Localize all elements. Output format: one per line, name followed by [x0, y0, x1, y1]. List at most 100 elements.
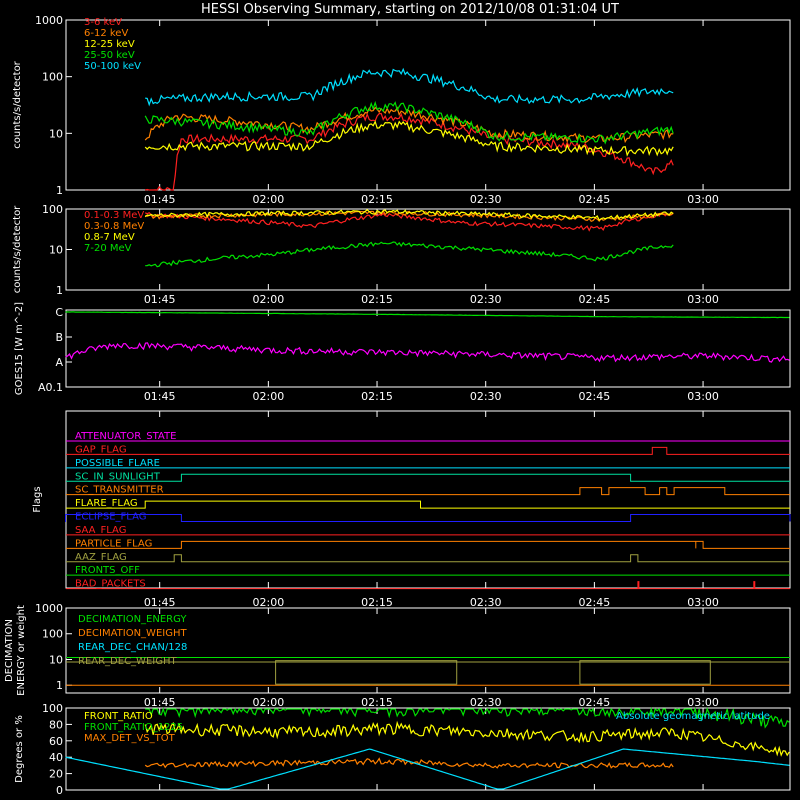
x-tick-label: 02:45: [579, 193, 611, 206]
x-tick-label: 02:00: [253, 193, 285, 206]
x-tick-label: 02:15: [361, 293, 393, 306]
legend-entry: FRONT_RATIO: [84, 711, 153, 722]
flag-label: FRONTS_OFF: [75, 565, 140, 576]
flag-line: [66, 540, 790, 549]
panels-group: 01:45 02:00 02:15 02:30 02:45 03:001101001000…: [4, 14, 791, 797]
panel-5: 01:45 02:00 02:15 02:30 02:45 03:00 1 10 100 1000…: [4, 602, 791, 709]
series-line-3: [144, 209, 674, 221]
y-tick-label: 1: [56, 679, 63, 692]
y-tick-label: 100: [42, 702, 63, 715]
x-tick-label: 02:30: [470, 193, 502, 206]
x-tick-label: 02:15: [361, 390, 393, 403]
legend-entry: REAR_DEC_CHAN/128: [78, 642, 187, 653]
y-tick-label: 80: [49, 718, 63, 731]
y-axis-label: GOES15 [W m^-2]: [14, 302, 25, 395]
series-line-5: [145, 67, 674, 107]
panel-frame: [65, 19, 791, 191]
x-tick-label: 02:30: [470, 696, 502, 709]
x-tick-label: 02:15: [361, 193, 393, 206]
y-tick-label: A: [55, 356, 63, 369]
y-tick-label: 60: [49, 735, 63, 748]
y-tick-label: 20: [49, 768, 63, 781]
flag-label: ECLIPSE_FLAG: [75, 512, 146, 523]
y-tick-label: A0.1: [38, 381, 63, 394]
x-tick-label: 03:00: [687, 193, 719, 206]
flag-label: POSSIBLE_FLARE: [75, 458, 160, 469]
flag-label: SC_TRANSMITTER: [75, 485, 164, 496]
x-tick-label: 02:00: [253, 293, 285, 306]
x-tick-label: 01:45: [144, 596, 176, 609]
y-tick-label: B: [55, 331, 63, 344]
flag-label: BAD_PACKETS: [75, 579, 146, 590]
panel-4: 01:45 02:00 02:15 02:30 02:45 03:00 Flags ATTEN…: [32, 410, 791, 609]
x-tick-label: 02:45: [579, 596, 611, 609]
legend-entry: 0.1-0.3 MeV: [84, 210, 144, 221]
x-tick-label: 03:00: [687, 596, 719, 609]
x-tick-label: 02:15: [361, 696, 393, 709]
panel-frame: [65, 410, 791, 589]
series-line-4: [145, 241, 674, 268]
flag-line: [66, 446, 790, 455]
panel-6: 0 20 40 60 80 100 Degrees or % FRONT_RATIOFRONT…: [14, 702, 791, 797]
x-tick-label: 01:45: [144, 390, 176, 403]
panel-2: 01:45 02:00 02:15 02:30 02:45 03:00 1 10 100 coun…: [12, 203, 791, 306]
legend-entry: MAX_DET_VS_TOT: [84, 733, 176, 744]
x-tick-label: 03:00: [687, 293, 719, 306]
y-axis-label: counts/s/detector: [12, 60, 23, 148]
y-axis-label: DECIMATION: [4, 619, 15, 682]
x-tick-label: 01:45: [144, 696, 176, 709]
x-tick-label: 02:45: [579, 293, 611, 306]
y-axis-label: Flags: [32, 486, 43, 512]
y-tick-label: 1000: [35, 14, 63, 27]
legend-entry: 3-6 keV: [84, 17, 122, 28]
x-tick-label: 01:45: [144, 193, 176, 206]
x-tick-label: 02:30: [470, 390, 502, 403]
goes-low-channel-line: [65, 342, 790, 363]
y-tick-label: 1: [56, 184, 63, 197]
annotation-label: Absolute geomagnetic latitude: [616, 711, 770, 722]
flag-label: SAA_FLAG: [75, 525, 126, 536]
series-line-1: [144, 211, 674, 232]
x-tick-label: 02:00: [253, 390, 285, 403]
x-tick-label: 03:00: [687, 390, 719, 403]
ratio-line-2: [145, 706, 790, 729]
panel-1: 01:45 02:00 02:15 02:30 02:45 03:00 1 10 100 1000…: [12, 14, 791, 206]
flag-label: AAZ_FLAG: [75, 552, 127, 563]
flag-line: [66, 581, 790, 590]
flag-label: FLARE_FLAG: [75, 498, 138, 509]
y-tick-label: 1: [56, 284, 63, 297]
series-line-1: [145, 112, 674, 191]
flag-label: PARTICLE_FLAG: [75, 538, 152, 549]
goes-high-channel-line: [65, 311, 790, 319]
legend-entry: 12-25 keV: [84, 39, 135, 50]
ratio-line-4: [65, 748, 790, 790]
y-axis-label: ENERGY or weight: [16, 605, 27, 696]
flag-label: ATTENUATOR_STATE: [75, 431, 176, 442]
y-tick-label: 40: [49, 751, 63, 764]
x-tick-label: 01:45: [144, 293, 176, 306]
panel-frame: [65, 607, 791, 694]
y-tick-label: 1000: [35, 602, 63, 615]
flag-line: [65, 514, 791, 522]
series-line-2: [145, 209, 674, 223]
panel-3: 01:45 02:00 02:15 02:30 02:45 03:00 A0.1 ABC GOE…: [14, 302, 791, 403]
flag-label: GAP_FLAG: [75, 444, 127, 455]
y-tick-label: 10: [49, 653, 63, 666]
y-tick-label: 0: [56, 784, 63, 797]
legend-entry: 0.3-0.8 MeV: [84, 221, 144, 232]
x-tick-label: 02:45: [579, 696, 611, 709]
y-tick-label: 100: [42, 628, 63, 641]
flag-label: SC_IN_SUNLIGHT: [75, 471, 161, 482]
x-tick-label: 03:00: [687, 696, 719, 709]
decimation-step: [579, 660, 711, 685]
panel-frame: [65, 309, 791, 388]
legend-entry: 7-20 MeV: [84, 243, 132, 254]
x-tick-label: 02:00: [253, 596, 285, 609]
x-tick-label: 02:15: [361, 596, 393, 609]
legend-entry: 0.8-7 MeV: [84, 232, 135, 243]
x-tick-label: 02:00: [253, 696, 285, 709]
ratio-line-1: [144, 720, 790, 757]
legend-entry: DECIMATION_ENERGY: [78, 614, 187, 625]
y-tick-label: 10: [49, 127, 63, 140]
